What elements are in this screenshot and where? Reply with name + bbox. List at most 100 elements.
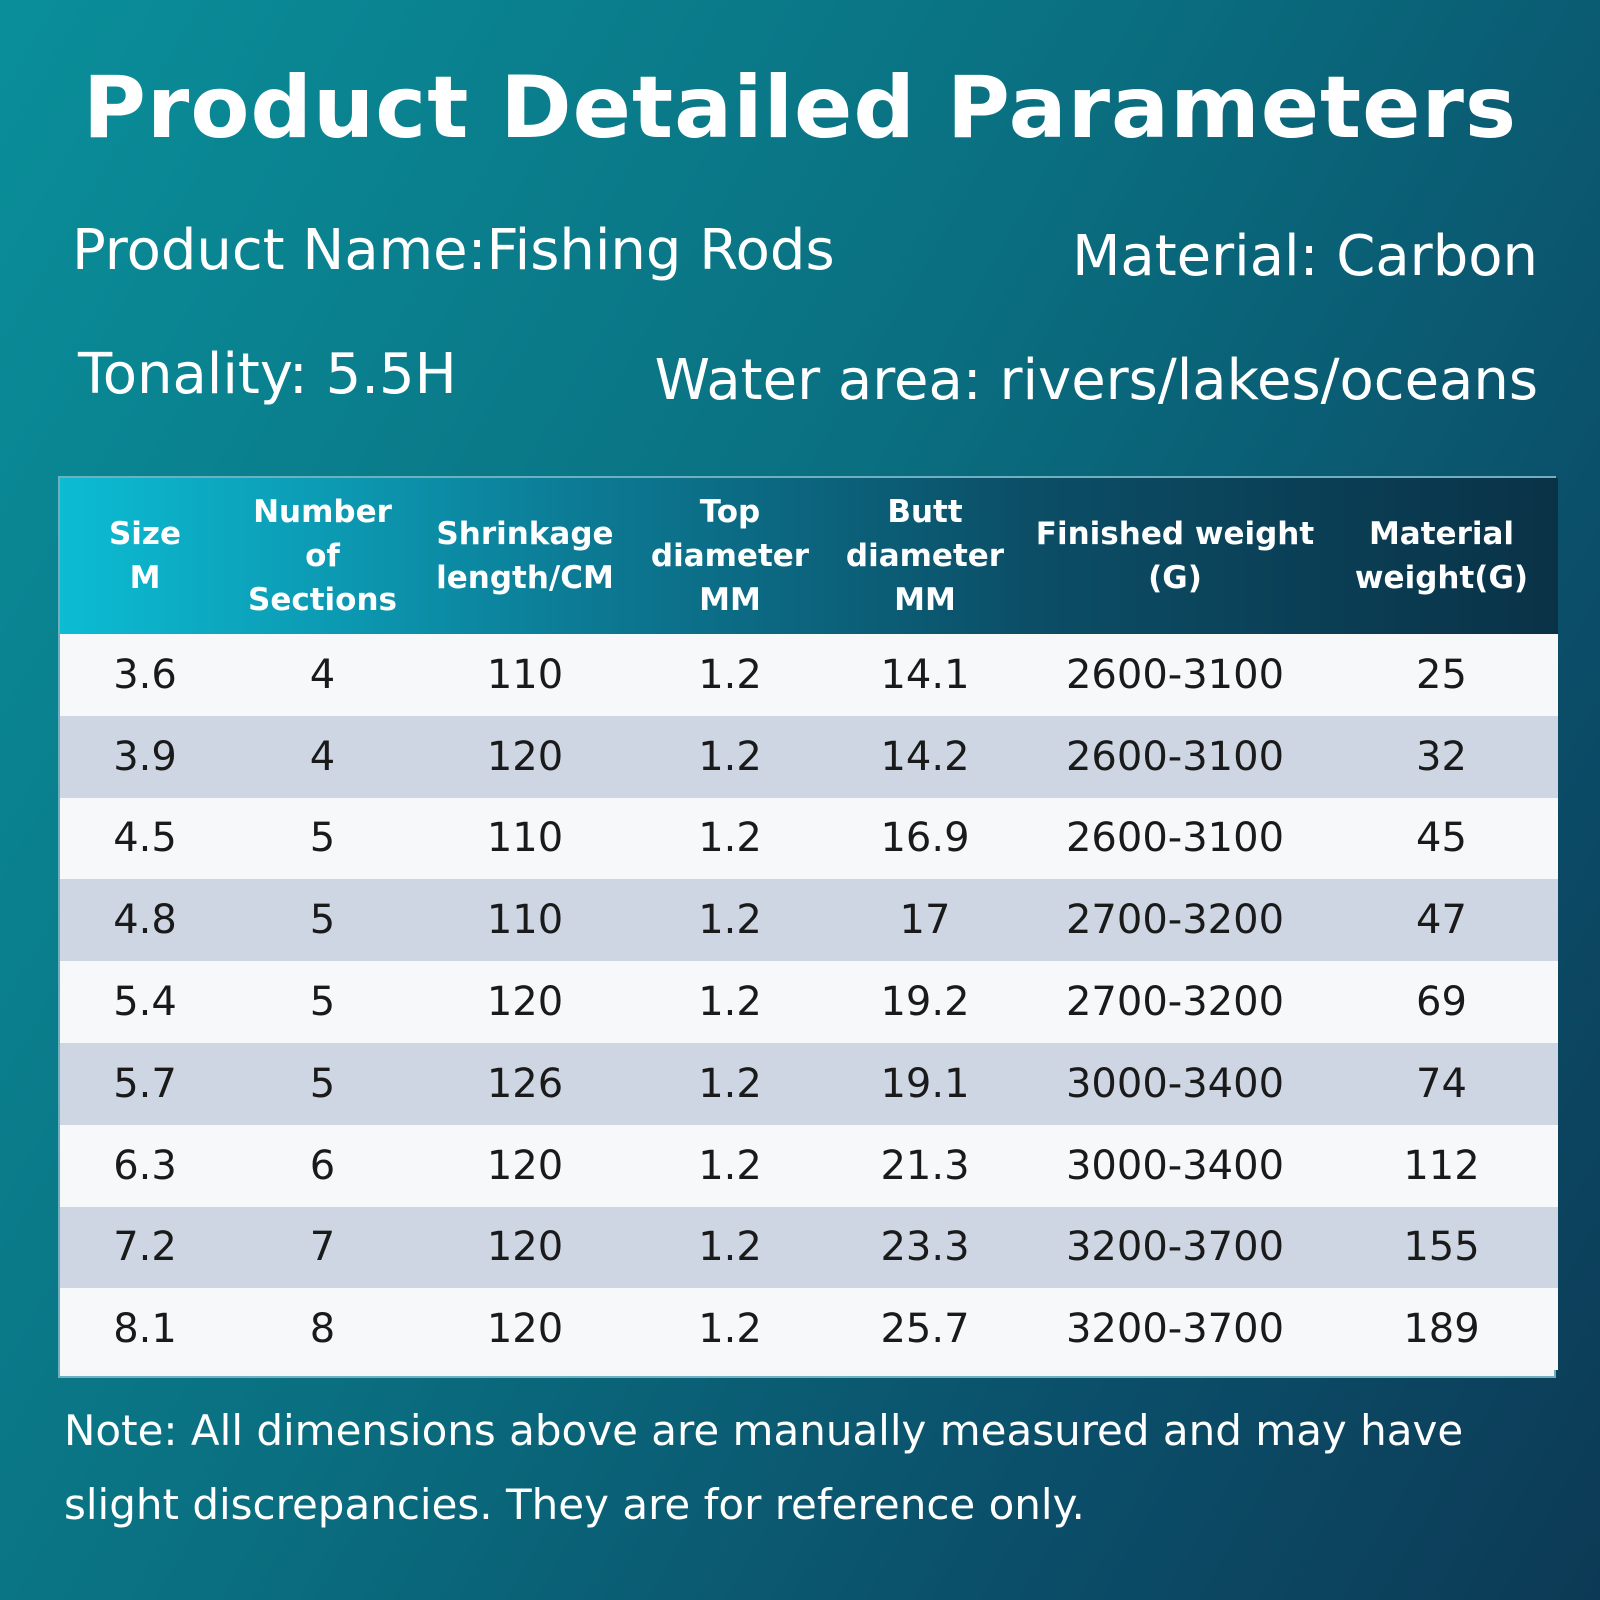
cell-sections: 5 <box>309 897 336 944</box>
header-line: Finished weight <box>1035 516 1315 552</box>
header-line: Number of <box>253 494 392 574</box>
product-material: Material: Carbon <box>1072 224 1538 289</box>
cell-butt-diameter: 19.1 <box>880 1060 970 1107</box>
header-shrinkage-length: Shrinkage length/CM <box>415 478 635 634</box>
header-line: weight(G) <box>1354 560 1529 596</box>
cell-top-diameter: 1.2 <box>698 1306 762 1353</box>
cell-butt-diameter: 16.9 <box>880 815 970 862</box>
cell-material-weight: 25 <box>1416 651 1467 698</box>
cell-material-weight: 32 <box>1416 733 1467 780</box>
cell-material-weight: 155 <box>1403 1224 1480 1271</box>
header-line: MM <box>894 582 956 618</box>
header-sections: Number of Sections <box>230 478 415 634</box>
cell-finished-weight: 2700-3200 <box>1065 979 1285 1026</box>
cell-top-diameter: 1.2 <box>698 651 762 698</box>
table-row: 5.7 5 126 1.2 19.1 3000-3400 74 <box>60 1042 1558 1125</box>
table-row: 6.3 6 120 1.2 21.3 3000-3400 112 <box>60 1124 1558 1207</box>
header-line: (G) <box>1148 560 1202 596</box>
cell-shrinkage-length: 120 <box>486 979 564 1026</box>
table-row: 8.1 8 120 1.2 25.7 3200-3700 189 <box>60 1288 1558 1371</box>
cell-top-diameter: 1.2 <box>698 979 762 1026</box>
header-line: Top <box>699 494 761 530</box>
cell-sections: 7 <box>309 1224 336 1271</box>
cell-size: 4.8 <box>113 897 177 944</box>
cell-material-weight: 189 <box>1403 1306 1480 1353</box>
cell-material-weight: 112 <box>1403 1142 1480 1189</box>
header-top-diameter: Top diameter MM <box>635 478 825 634</box>
cell-finished-weight: 3200-3700 <box>1065 1224 1285 1271</box>
cell-finished-weight: 2700-3200 <box>1065 897 1285 944</box>
page-title: Product Detailed Parameters <box>82 58 1518 158</box>
header-line: diameter <box>845 538 1005 574</box>
cell-sections: 4 <box>309 651 336 698</box>
cell-top-diameter: 1.2 <box>698 815 762 862</box>
cell-size: 6.3 <box>113 1142 177 1189</box>
cell-sections: 6 <box>309 1142 336 1189</box>
table-row: 7.2 7 120 1.2 23.3 3200-3700 155 <box>60 1206 1558 1289</box>
cell-butt-diameter: 19.2 <box>880 979 970 1026</box>
cell-material-weight: 69 <box>1416 979 1467 1026</box>
cell-material-weight: 47 <box>1416 897 1467 944</box>
cell-size: 4.5 <box>113 815 177 862</box>
cell-sections: 8 <box>309 1306 336 1353</box>
cell-size: 3.9 <box>113 733 177 780</box>
cell-finished-weight: 3000-3400 <box>1065 1142 1285 1189</box>
cell-sections: 5 <box>309 979 336 1026</box>
cell-shrinkage-length: 120 <box>486 1224 564 1271</box>
cell-size: 3.6 <box>113 651 177 698</box>
cell-shrinkage-length: 110 <box>486 897 564 944</box>
cell-shrinkage-length: 120 <box>486 1142 564 1189</box>
cell-butt-diameter: 17 <box>899 897 951 944</box>
cell-shrinkage-length: 110 <box>486 815 564 862</box>
cell-sections: 4 <box>309 733 336 780</box>
header-butt-diameter: Butt diameter MM <box>825 478 1025 634</box>
table-row: 4.8 5 110 1.2 17 2700-3200 47 <box>60 879 1558 962</box>
header-line: Butt <box>887 494 963 530</box>
header-size: Size M <box>60 478 230 634</box>
header-line: Material <box>1368 516 1515 552</box>
header-line: length/CM <box>436 560 614 596</box>
cell-sections: 5 <box>309 1060 336 1107</box>
cell-finished-weight: 2600-3100 <box>1065 815 1285 862</box>
table-row: 3.9 4 120 1.2 14.2 2600-3100 32 <box>60 715 1558 798</box>
cell-top-diameter: 1.2 <box>698 897 762 944</box>
cell-top-diameter: 1.2 <box>698 733 762 780</box>
cell-size: 8.1 <box>113 1306 177 1353</box>
cell-shrinkage-length: 110 <box>486 651 564 698</box>
cell-top-diameter: 1.2 <box>698 1224 762 1271</box>
header-line: Sections <box>248 582 397 618</box>
cell-butt-diameter: 23.3 <box>880 1224 970 1271</box>
table-row: 5.4 5 120 1.2 19.2 2700-3200 69 <box>60 961 1558 1043</box>
cell-shrinkage-length: 126 <box>486 1060 564 1107</box>
cell-finished-weight: 2600-3100 <box>1065 733 1285 780</box>
parameters-table: Size M Number of Sections Shrinkage leng… <box>58 476 1558 1378</box>
cell-butt-diameter: 21.3 <box>880 1142 970 1189</box>
header-material-weight: Material weight(G) <box>1325 478 1558 634</box>
cell-top-diameter: 1.2 <box>698 1060 762 1107</box>
table-row: 3.6 4 110 1.2 14.1 2600-3100 25 <box>60 634 1558 716</box>
header-line: Shrinkage <box>436 516 614 552</box>
cell-finished-weight: 2600-3100 <box>1065 651 1285 698</box>
cell-shrinkage-length: 120 <box>486 733 564 780</box>
cell-butt-diameter: 25.7 <box>880 1306 970 1353</box>
cell-size: 5.4 <box>113 979 177 1026</box>
table-row: 4.5 5 110 1.2 16.9 2600-3100 45 <box>60 797 1558 880</box>
cell-sections: 5 <box>309 815 336 862</box>
cell-material-weight: 74 <box>1416 1060 1467 1107</box>
cell-material-weight: 45 <box>1416 815 1467 862</box>
header-finished-weight: Finished weight (G) <box>1025 478 1325 634</box>
product-tonality: Tonality: 5.5H <box>78 342 457 407</box>
cell-shrinkage-length: 120 <box>486 1306 564 1353</box>
cell-finished-weight: 3200-3700 <box>1065 1306 1285 1353</box>
product-name: Product Name:Fishing Rods <box>72 218 835 283</box>
header-line: MM <box>699 582 761 618</box>
cell-butt-diameter: 14.1 <box>880 651 970 698</box>
header-line: Size <box>108 516 182 552</box>
header-line: diameter <box>650 538 810 574</box>
product-water-area: Water area: rivers/lakes/oceans <box>654 348 1538 413</box>
disclaimer-note: Note: All dimensions above are manually … <box>64 1406 1464 1529</box>
cell-finished-weight: 3000-3400 <box>1065 1060 1285 1107</box>
header-line: M <box>129 560 161 596</box>
cell-top-diameter: 1.2 <box>698 1142 762 1189</box>
cell-size: 7.2 <box>113 1224 177 1271</box>
